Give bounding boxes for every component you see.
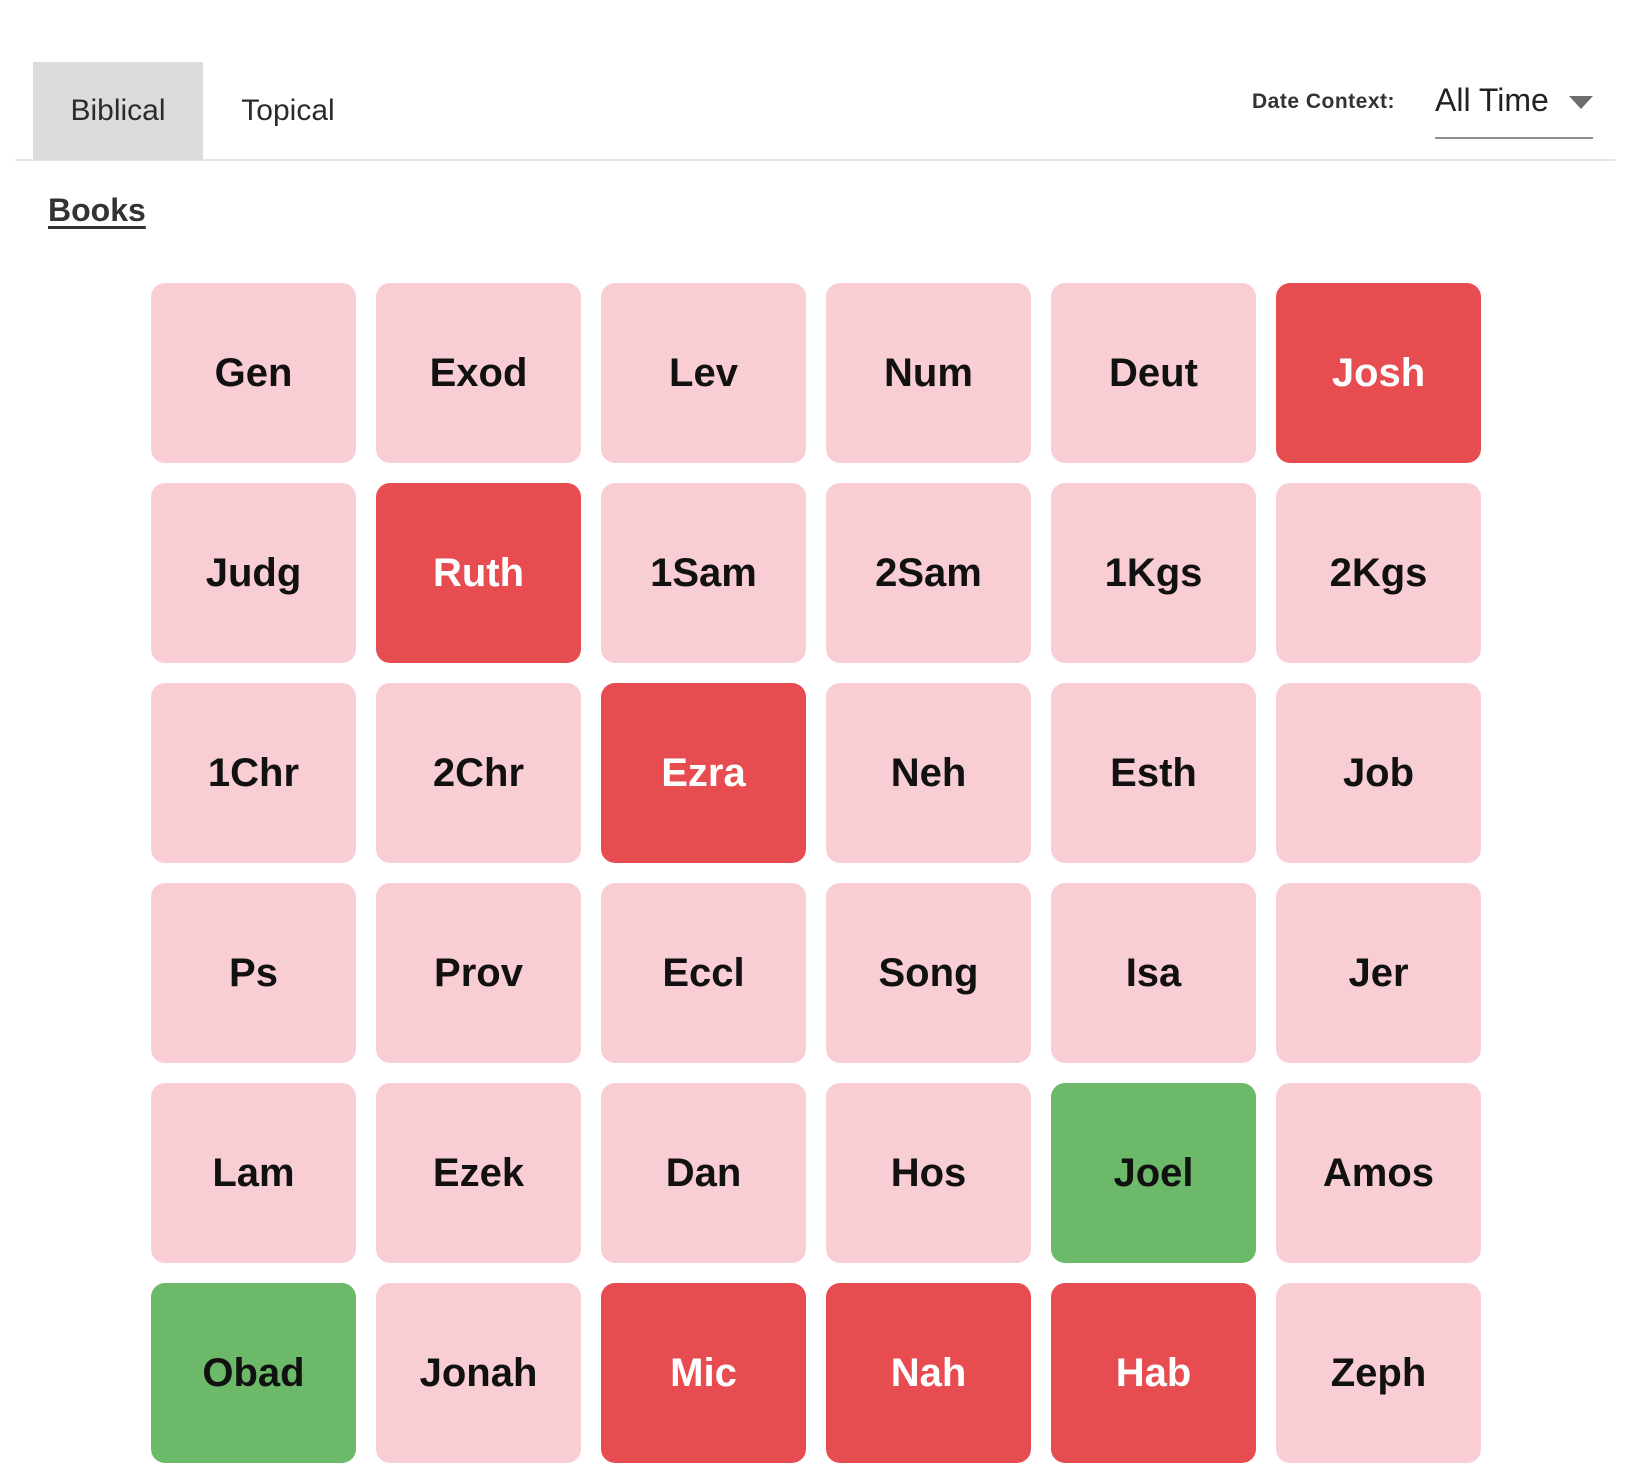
book-tile-isa[interactable]: Isa [1051,883,1256,1063]
book-tile-2sam[interactable]: 2Sam [826,483,1031,663]
book-tile-ruth[interactable]: Ruth [376,483,581,663]
tab-topical[interactable]: Topical [241,94,335,127]
book-tile-eccl[interactable]: Eccl [601,883,806,1063]
chevron-down-icon [1569,96,1593,109]
book-tile-gen[interactable]: Gen [151,283,356,463]
book-tile-lam[interactable]: Lam [151,1083,356,1263]
date-context-select[interactable]: All Time [1435,82,1593,139]
book-tile-ezek[interactable]: Ezek [376,1083,581,1263]
book-tile-prov[interactable]: Prov [376,883,581,1063]
book-tile-zeph[interactable]: Zeph [1276,1283,1481,1463]
book-tile-2kgs[interactable]: 2Kgs [1276,483,1481,663]
book-tile-mic[interactable]: Mic [601,1283,806,1463]
header-divider [15,159,1615,161]
book-tile-dan[interactable]: Dan [601,1083,806,1263]
section-heading-books: Books [48,192,146,228]
book-tile-jer[interactable]: Jer [1276,883,1481,1063]
book-tile-job[interactable]: Job [1276,683,1481,863]
book-tile-judg[interactable]: Judg [151,483,356,663]
book-tile-hos[interactable]: Hos [826,1083,1031,1263]
book-tile-1sam[interactable]: 1Sam [601,483,806,663]
book-tile-1kgs[interactable]: 1Kgs [1051,483,1256,663]
book-tile-deut[interactable]: Deut [1051,283,1256,463]
date-context-label: Date Context: [1252,90,1396,113]
book-tile-ezra[interactable]: Ezra [601,683,806,863]
book-tile-esth[interactable]: Esth [1051,683,1256,863]
book-tile-ps[interactable]: Ps [151,883,356,1063]
book-tile-obad[interactable]: Obad [151,1283,356,1463]
books-grid: Gen Exod Lev Num Deut Josh Judg Ruth 1Sam 2Sam 1Kg… [151,283,1481,1463]
book-tile-2chr[interactable]: 2Chr [376,683,581,863]
book-tile-jonah[interactable]: Jonah [376,1283,581,1463]
book-tile-josh[interactable]: Josh [1276,283,1481,463]
tab-biblical[interactable]: Biblical [33,62,203,160]
book-tile-hab[interactable]: Hab [1051,1283,1256,1463]
book-tile-neh[interactable]: Neh [826,683,1031,863]
book-tile-lev[interactable]: Lev [601,283,806,463]
book-tile-song[interactable]: Song [826,883,1031,1063]
book-tile-joel[interactable]: Joel [1051,1083,1256,1263]
date-context-value: All Time [1435,82,1549,118]
book-tile-num[interactable]: Num [826,283,1031,463]
book-tile-1chr[interactable]: 1Chr [151,683,356,863]
book-tile-amos[interactable]: Amos [1276,1083,1481,1263]
book-tile-nah[interactable]: Nah [826,1283,1031,1463]
book-tile-exod[interactable]: Exod [376,283,581,463]
